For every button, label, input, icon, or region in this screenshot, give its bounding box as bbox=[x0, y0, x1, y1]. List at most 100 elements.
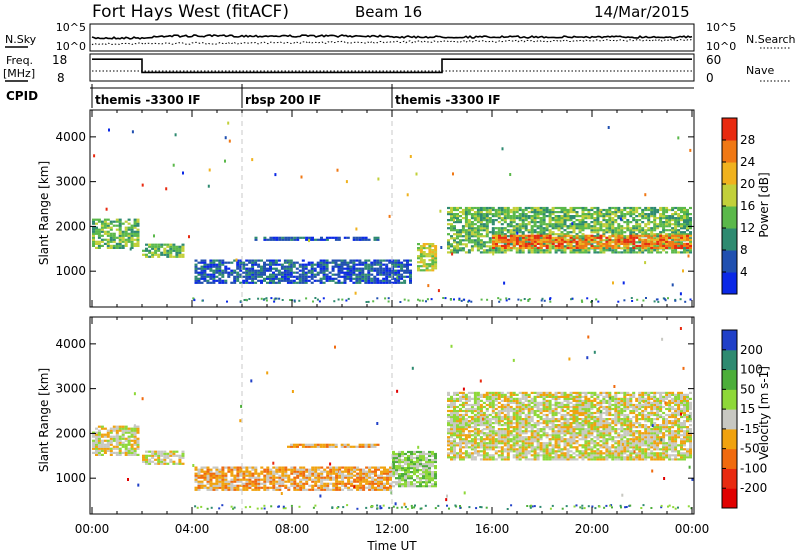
range-cell bbox=[95, 449, 98, 452]
range-cell bbox=[485, 413, 489, 417]
range-cell bbox=[482, 418, 486, 421]
range-cell bbox=[509, 393, 513, 396]
ground-speck bbox=[581, 300, 584, 303]
range-cell bbox=[464, 411, 468, 415]
range-cell bbox=[236, 259, 240, 262]
range-cell bbox=[674, 217, 678, 220]
range-cell bbox=[521, 227, 525, 230]
range-cell bbox=[512, 217, 516, 220]
freq-unit-label: [MHz] bbox=[3, 67, 35, 80]
range-cell bbox=[434, 471, 437, 474]
range-cell bbox=[662, 240, 666, 243]
range-cell bbox=[461, 415, 465, 419]
range-cell bbox=[453, 422, 456, 425]
range-cell bbox=[239, 259, 243, 262]
range-cell bbox=[269, 265, 272, 268]
range-cell bbox=[689, 249, 692, 252]
range-cell bbox=[617, 217, 621, 220]
range-cell bbox=[632, 234, 636, 237]
range-cell bbox=[461, 395, 465, 398]
range-cell bbox=[422, 454, 425, 458]
range-cell bbox=[100, 453, 104, 456]
range-cell bbox=[362, 486, 366, 489]
range-cell bbox=[659, 221, 663, 224]
range-cell bbox=[464, 237, 468, 240]
range-cell bbox=[319, 277, 323, 280]
range-cell bbox=[373, 279, 377, 282]
range-cell bbox=[347, 476, 351, 479]
range-cell bbox=[509, 219, 513, 222]
range-cell bbox=[473, 420, 477, 423]
range-cell bbox=[314, 238, 317, 241]
range-cell bbox=[497, 229, 501, 232]
range-cell bbox=[368, 482, 372, 485]
range-cell bbox=[653, 225, 657, 228]
range-cell bbox=[518, 391, 522, 394]
range-cell bbox=[400, 273, 404, 276]
range-cell bbox=[409, 279, 412, 282]
range-cell bbox=[647, 223, 651, 226]
range-cell bbox=[653, 223, 657, 226]
range-cell bbox=[617, 251, 621, 254]
range-cell bbox=[281, 238, 285, 241]
range-cell bbox=[464, 233, 468, 236]
range-cell bbox=[545, 233, 549, 236]
range-cell bbox=[623, 213, 627, 216]
range-cell bbox=[461, 217, 465, 220]
range-cell bbox=[413, 456, 416, 460]
range-cell bbox=[495, 244, 498, 247]
range-cell bbox=[425, 269, 429, 272]
range-cell bbox=[467, 432, 471, 435]
range-cell bbox=[554, 219, 558, 222]
range-cell bbox=[500, 458, 504, 461]
range-cell bbox=[106, 240, 110, 243]
range-cell bbox=[503, 249, 507, 252]
range-cell bbox=[680, 241, 683, 244]
range-cell bbox=[103, 220, 107, 223]
range-cell bbox=[551, 217, 555, 220]
range-cell bbox=[503, 442, 507, 445]
range-cell bbox=[121, 441, 125, 444]
range-cell bbox=[456, 237, 459, 240]
range-cell bbox=[584, 208, 588, 212]
range-cell bbox=[488, 391, 492, 394]
range-cell bbox=[95, 453, 98, 456]
range-cell bbox=[106, 226, 110, 229]
range-cell bbox=[617, 215, 621, 218]
range-cell bbox=[509, 424, 513, 427]
range-cell bbox=[175, 462, 179, 465]
range-cell bbox=[311, 474, 315, 477]
range-cell bbox=[251, 277, 255, 280]
range-cell bbox=[453, 397, 456, 400]
range-cell bbox=[115, 439, 119, 442]
range-cell bbox=[500, 223, 504, 226]
range-cell bbox=[539, 237, 543, 240]
range-cell bbox=[518, 251, 522, 254]
range-cell bbox=[665, 242, 669, 245]
range-cell bbox=[491, 438, 495, 441]
range-cell bbox=[473, 217, 477, 220]
range-cell bbox=[320, 480, 324, 483]
range-cell bbox=[118, 224, 122, 227]
range-cell bbox=[479, 424, 483, 427]
range-cell bbox=[662, 223, 666, 226]
range-cell bbox=[491, 249, 495, 252]
range-cell bbox=[509, 223, 513, 226]
range-speck bbox=[452, 172, 454, 176]
range-cell bbox=[635, 219, 639, 222]
range-cell bbox=[515, 393, 519, 396]
range-cell bbox=[611, 251, 615, 254]
range-cell bbox=[203, 261, 207, 264]
range-cell bbox=[209, 476, 213, 479]
range-cell bbox=[473, 440, 477, 443]
range-cell bbox=[506, 240, 510, 243]
range-cell bbox=[417, 243, 420, 246]
range-cell bbox=[473, 393, 477, 396]
range-cell bbox=[578, 219, 582, 222]
range-cell bbox=[557, 244, 561, 247]
range-cell bbox=[317, 476, 321, 479]
range-cell bbox=[617, 223, 621, 226]
ground-speck bbox=[376, 297, 379, 300]
range-cell bbox=[461, 426, 465, 429]
range-cell bbox=[456, 413, 459, 417]
